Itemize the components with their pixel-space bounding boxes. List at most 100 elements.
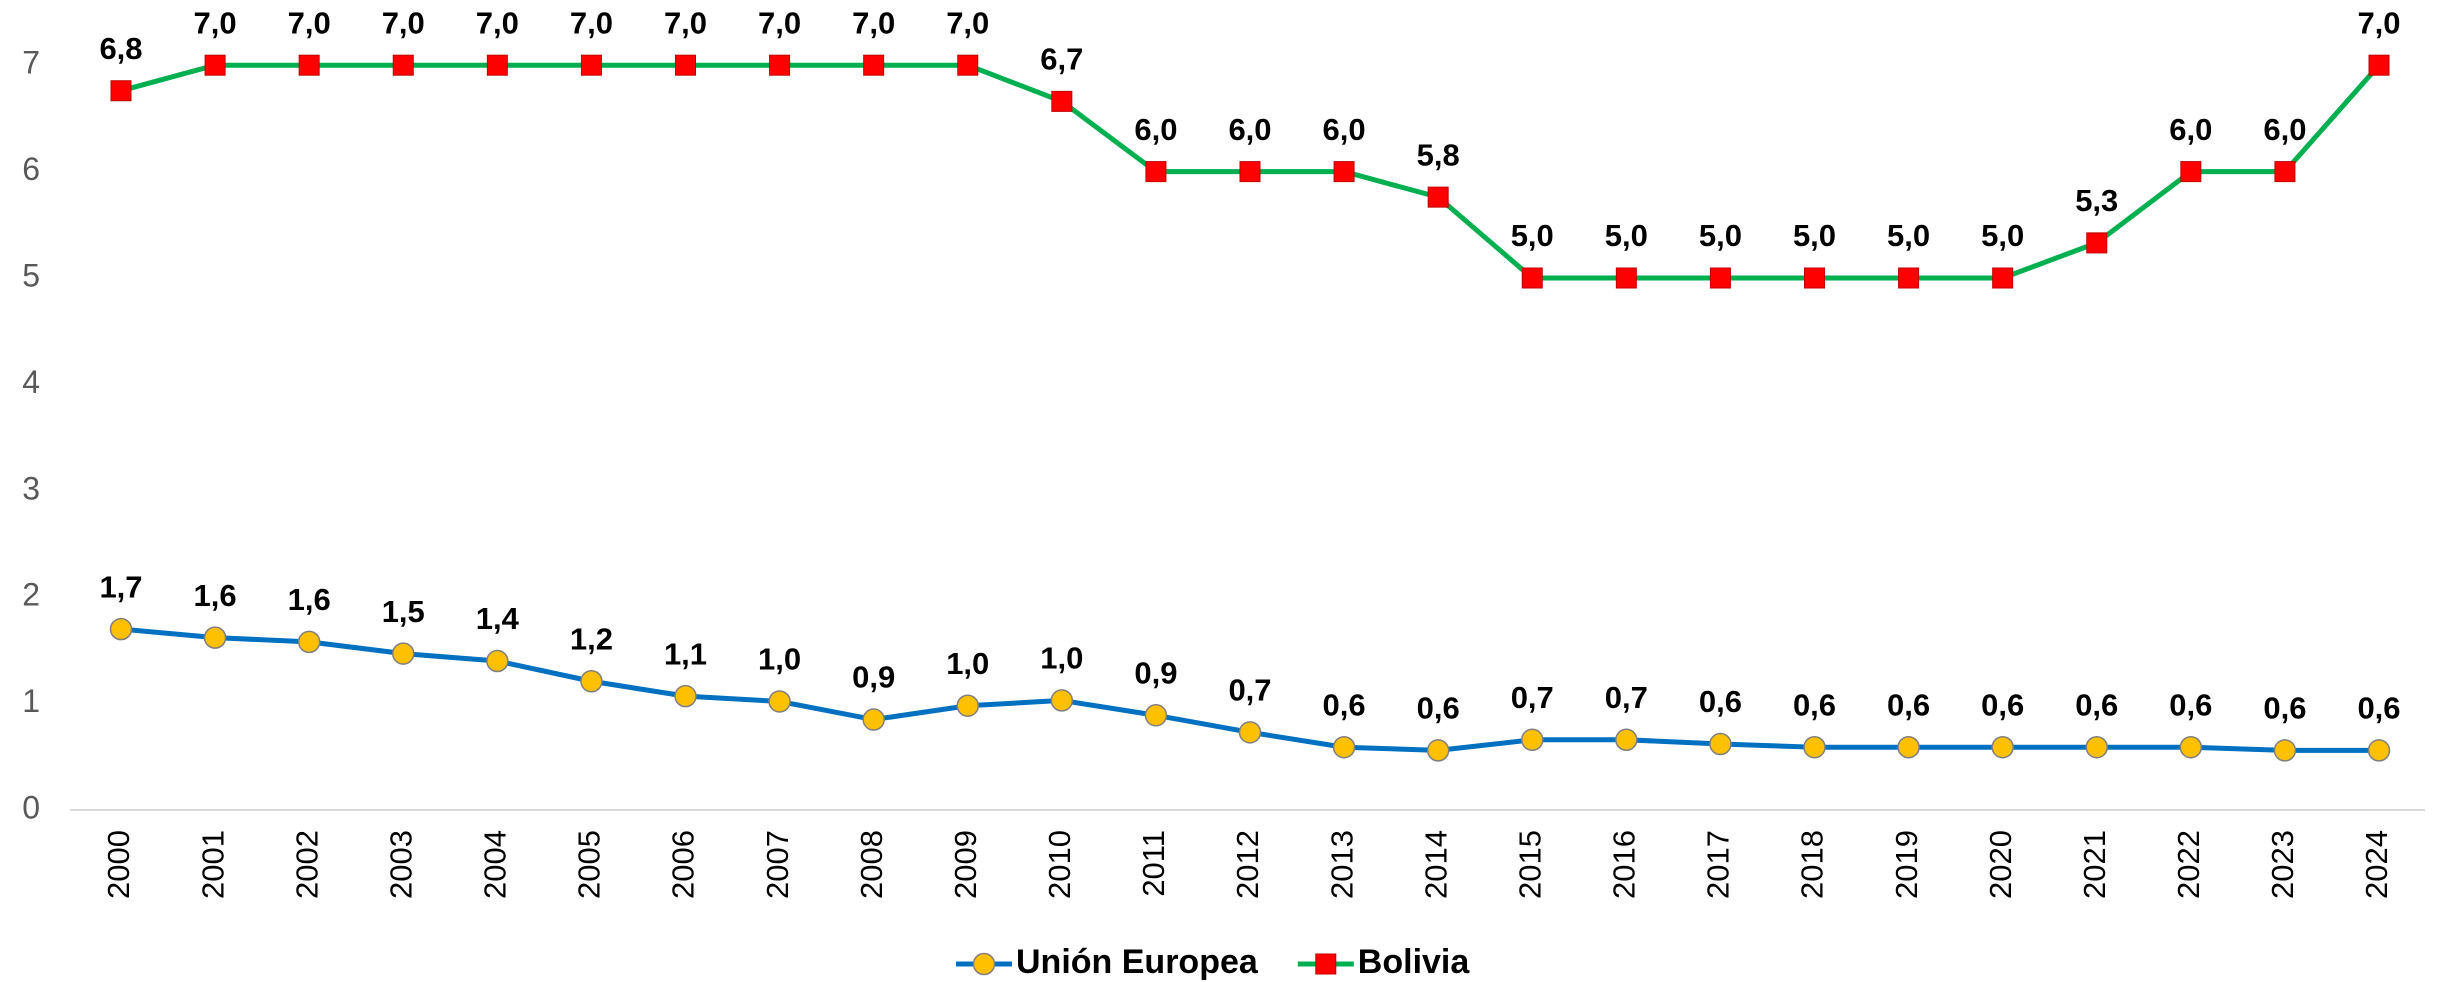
- marker: [1803, 735, 1826, 759]
- marker: [297, 630, 321, 654]
- data-label: 0,6: [1981, 687, 2024, 722]
- marker: [863, 54, 885, 76]
- y-tick-label: 6: [22, 151, 40, 187]
- data-label: 5,0: [1605, 218, 1648, 253]
- marker: [1521, 728, 1544, 752]
- marker: [1145, 161, 1167, 183]
- x-tick-label: 2009: [948, 830, 983, 899]
- data-label: 6,7: [1040, 42, 1083, 77]
- data-label: 0,6: [1699, 684, 1742, 719]
- marker: [580, 670, 603, 693]
- x-tick-label: 2017: [1701, 830, 1736, 899]
- x-tick-label: 2013: [1324, 830, 1359, 899]
- marker: [1426, 739, 1450, 762]
- marker: [486, 54, 508, 76]
- data-label: 7,0: [570, 5, 613, 40]
- marker: [675, 54, 696, 76]
- data-label: 6,0: [1323, 112, 1366, 147]
- x-tick-label: 2005: [572, 830, 607, 899]
- data-label: 1,0: [1040, 641, 1083, 676]
- data-label: 0,6: [1417, 691, 1460, 726]
- data-label: 0,6: [1793, 687, 1836, 722]
- data-label: 1,4: [476, 601, 520, 636]
- marker: [957, 54, 979, 76]
- x-tick-label: 2024: [2359, 830, 2394, 899]
- marker: [1992, 267, 2014, 289]
- marker: [1897, 735, 1920, 759]
- data-label: 7,0: [288, 5, 331, 40]
- marker: [956, 694, 979, 717]
- marker: [2368, 54, 2390, 76]
- data-label: 5,3: [2075, 183, 2118, 218]
- data-label: 7,0: [946, 5, 989, 40]
- marker: [298, 54, 320, 76]
- marker: [110, 80, 132, 102]
- marker: [2274, 161, 2296, 183]
- x-tick-label: 2011: [1136, 830, 1171, 897]
- data-label: 0,6: [2263, 691, 2306, 726]
- marker: [580, 54, 602, 76]
- x-tick-label: 2008: [854, 830, 889, 899]
- data-label: 7,0: [852, 5, 895, 40]
- data-label: 6,0: [2169, 112, 2212, 147]
- marker: [1238, 721, 1262, 744]
- data-label: 5,0: [1793, 218, 1836, 253]
- marker: [1804, 267, 1825, 289]
- legend-label: Bolivia: [1358, 943, 1471, 981]
- x-tick-label: 2022: [2171, 830, 2206, 899]
- x-tick-label: 2012: [1230, 830, 1265, 899]
- data-label: 5,0: [1887, 218, 1930, 253]
- data-label: 6,8: [99, 31, 142, 66]
- y-tick-label: 1: [22, 683, 40, 719]
- marker: [1709, 267, 1731, 289]
- x-tick-label: 2021: [2077, 830, 2112, 899]
- marker: [1144, 704, 1168, 727]
- marker: [1239, 161, 1261, 183]
- data-label: 7,0: [2357, 5, 2400, 40]
- data-label: 6,0: [1134, 112, 1177, 147]
- marker: [2180, 161, 2202, 183]
- x-tick-label: 2014: [1418, 830, 1453, 899]
- marker: [768, 690, 791, 713]
- marker: [1050, 689, 1074, 712]
- marker: [2367, 739, 2391, 762]
- data-label: 6,0: [1228, 112, 1271, 147]
- marker: [1427, 186, 1449, 208]
- marker: [769, 54, 791, 76]
- data-label: 7,0: [664, 5, 707, 40]
- marker: [1051, 90, 1073, 112]
- legend-marker: [1315, 953, 1337, 975]
- marker: [674, 684, 697, 708]
- data-label: 0,7: [1511, 680, 1554, 715]
- marker: [2086, 232, 2108, 254]
- marker: [2273, 739, 2297, 762]
- marker: [862, 708, 885, 731]
- legend-label: Unión Europea: [1016, 943, 1259, 981]
- data-label: 0,6: [1323, 687, 1366, 722]
- data-label: 0,6: [2169, 687, 2212, 722]
- data-label: 1,6: [194, 578, 237, 613]
- data-label: 0,9: [1134, 655, 1177, 690]
- data-label: 1,1: [664, 636, 707, 671]
- x-tick-label: 2018: [1795, 830, 1830, 899]
- x-tick-label: 2023: [2265, 830, 2300, 899]
- data-label: 7,0: [758, 5, 801, 40]
- data-label: 5,0: [1511, 218, 1554, 253]
- data-label: 0,6: [2357, 691, 2400, 726]
- marker: [392, 642, 415, 665]
- data-label: 7,0: [476, 5, 519, 40]
- marker: [203, 626, 227, 649]
- marker: [486, 649, 509, 673]
- data-label: 7,0: [194, 5, 237, 40]
- marker: [392, 54, 414, 76]
- data-label: 5,8: [1417, 137, 1460, 172]
- data-label: 0,6: [1887, 687, 1930, 722]
- y-tick-label: 7: [22, 45, 40, 81]
- data-label: 1,5: [382, 594, 425, 629]
- y-tick-label: 5: [22, 257, 40, 293]
- data-label: 7,0: [382, 5, 425, 40]
- data-label: 1,6: [288, 582, 331, 617]
- x-tick-label: 2019: [1889, 830, 1924, 899]
- data-label: 1,0: [758, 642, 801, 677]
